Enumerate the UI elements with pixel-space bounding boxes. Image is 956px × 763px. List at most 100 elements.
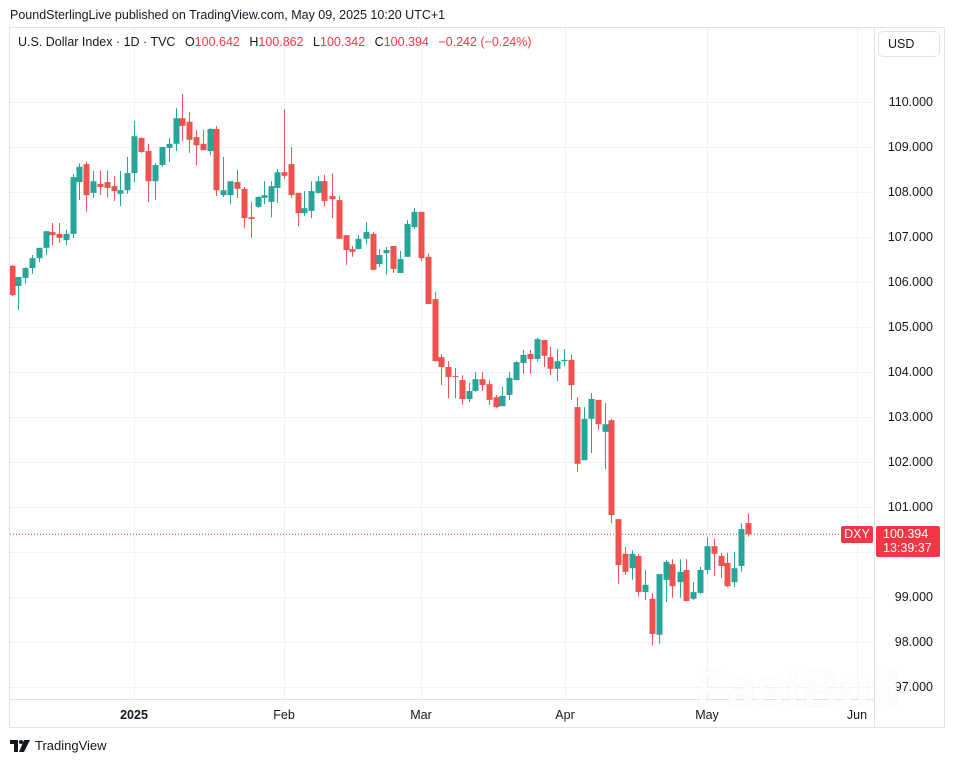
candle-up <box>602 403 609 470</box>
price-tick-label: 97.000 <box>894 680 933 694</box>
candle-down <box>438 354 445 386</box>
candle-down <box>83 161 90 212</box>
candle-up <box>690 582 697 601</box>
candle-down <box>138 137 145 153</box>
candle-down <box>541 340 548 368</box>
price-tick-label: 109.000 <box>887 140 933 154</box>
currency-button[interactable]: USD <box>878 31 940 57</box>
candle-down <box>479 372 486 391</box>
candle-up <box>29 255 36 274</box>
candle-down <box>10 264 16 296</box>
candle-down <box>669 559 676 598</box>
candle-down <box>248 201 255 238</box>
candle-up <box>166 138 173 162</box>
price-tick-label: 103.000 <box>887 410 933 424</box>
candlestick-chart <box>10 28 874 699</box>
candle-down <box>445 361 452 399</box>
ohlc-legend: U.S. Dollar Index · 1D · TVC O100.642 H1… <box>18 35 532 49</box>
footer-brand[interactable]: TradingView <box>10 738 107 753</box>
candle-down <box>288 147 295 198</box>
candle-down <box>459 375 466 405</box>
candle-down <box>432 291 439 362</box>
price-axis[interactable]: 110.000 109.000 108.000 107.000 106.000 105.0… <box>874 28 945 727</box>
candle-up <box>472 372 479 392</box>
candle-up <box>15 277 22 310</box>
candle-up <box>520 349 527 374</box>
change-value: −0.242 (−0.24%) <box>438 35 532 49</box>
price-tick-label: 106.000 <box>887 275 933 289</box>
candle-down <box>213 125 220 197</box>
time-tick-label: May <box>695 708 719 722</box>
candle-up <box>63 229 70 246</box>
candle-down <box>49 223 56 246</box>
candle-down <box>390 246 397 273</box>
candle-up <box>301 191 308 216</box>
candle-up <box>363 222 370 245</box>
candle-down <box>574 397 581 472</box>
open-label: O <box>184 35 195 49</box>
open-value: 100.642 <box>194 35 240 49</box>
candle-up <box>466 382 473 403</box>
candle-up <box>581 407 588 461</box>
candle-up <box>22 267 29 284</box>
last-price-value: 100.394 <box>883 527 929 541</box>
candle-up <box>534 337 541 362</box>
candle-up <box>90 170 97 198</box>
candle-up <box>70 174 77 238</box>
close-label: C <box>374 35 384 49</box>
time-tick-label: Feb <box>273 708 295 722</box>
candle-down <box>370 232 377 270</box>
candle-up <box>76 163 83 201</box>
candle-up <box>152 163 159 201</box>
candle-up <box>642 570 649 601</box>
time-tick-label: Jun <box>846 708 868 722</box>
candle-down <box>615 519 622 584</box>
tradingview-brand-label: TradingView <box>35 738 107 753</box>
time-tick-label: 2025 <box>120 708 148 722</box>
candle-down <box>568 354 575 400</box>
candle-up <box>227 181 234 205</box>
candle-up <box>554 349 561 381</box>
candle-down <box>179 93 186 142</box>
candle-down <box>527 349 534 374</box>
price-tick-label: 104.000 <box>887 365 933 379</box>
candle-down <box>683 559 690 602</box>
candle-up <box>499 386 506 407</box>
time-tick-label: Apr <box>555 708 575 722</box>
tradingview-logo-icon <box>10 739 30 752</box>
candle-up <box>697 566 704 594</box>
price-tick-label: 98.000 <box>894 635 933 649</box>
candle-up <box>308 181 315 219</box>
symbol-description[interactable]: U.S. Dollar Index · 1D · TVC <box>18 35 176 49</box>
candle-down <box>200 129 207 151</box>
candle-down <box>145 143 152 202</box>
candle-down <box>234 169 241 198</box>
candle-up <box>383 246 390 275</box>
candle-up <box>397 250 404 273</box>
candle-down <box>186 111 193 153</box>
candle-up <box>506 372 513 400</box>
candle-down <box>493 394 500 408</box>
chart-plot-area[interactable] <box>10 28 874 699</box>
candle-down <box>97 170 104 196</box>
candle-up <box>43 231 50 255</box>
high-value: 100.862 <box>258 35 304 49</box>
candle-up <box>261 181 268 205</box>
chart-frame <box>9 27 945 728</box>
candle-down <box>295 192 302 227</box>
candle-down <box>718 552 725 579</box>
candle-up <box>131 120 138 183</box>
candle-down <box>547 346 554 376</box>
candle-down <box>452 367 459 399</box>
candle-down <box>608 418 615 524</box>
candle-down <box>486 380 493 405</box>
time-axis[interactable]: 2025 Feb Mar Apr May Jun <box>10 699 874 728</box>
candle-down <box>622 547 629 575</box>
low-value: 100.342 <box>320 35 366 49</box>
candle-up <box>629 550 636 580</box>
price-tick-label: 102.000 <box>887 455 933 469</box>
candle-down <box>343 235 350 265</box>
candle-up <box>561 349 568 367</box>
candle-up <box>255 196 262 209</box>
candle-down <box>595 399 602 431</box>
